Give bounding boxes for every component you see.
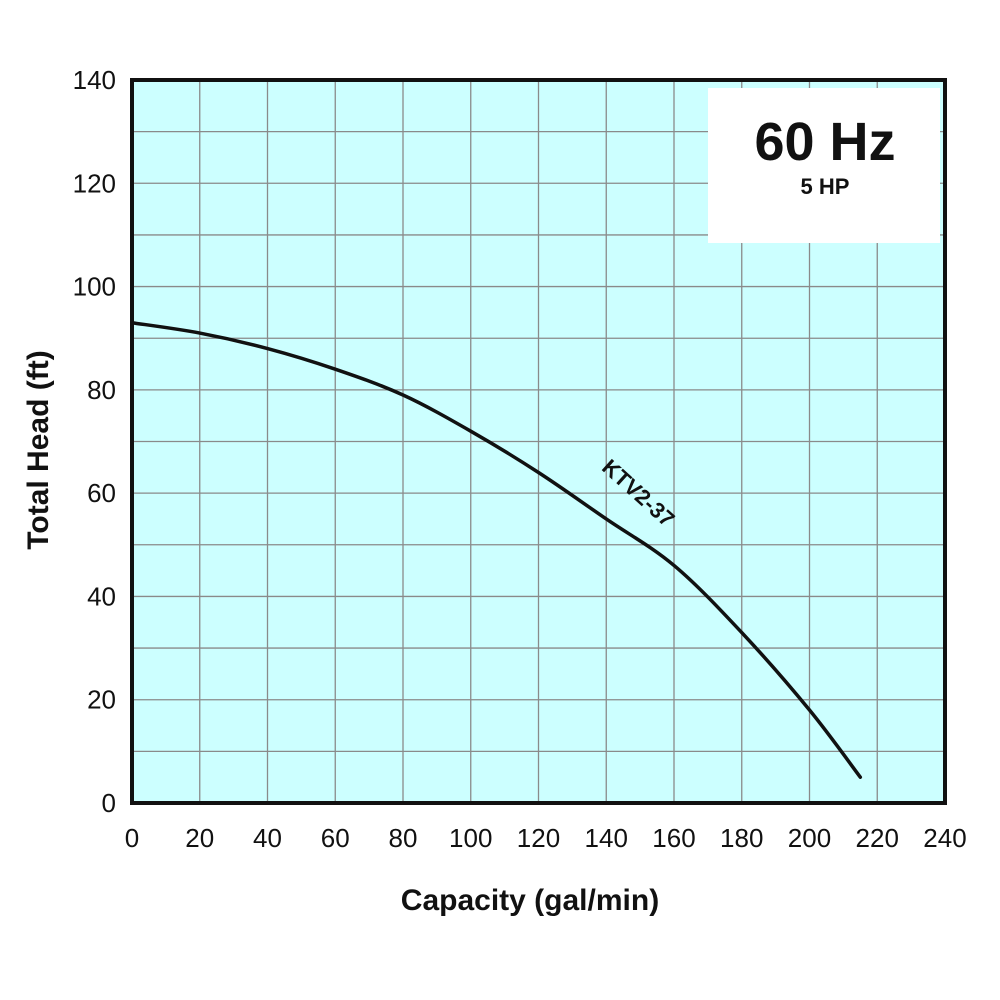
x-axis-ticks: 0 20 40 60 80 100 120 140 160 180 200 220 240	[125, 823, 967, 853]
x-tick-label: 140	[585, 823, 628, 853]
y-tick-label: 80	[87, 375, 116, 405]
series-line-ktv2-37	[130, 320, 863, 779]
chart-subtitle: 5 HP	[801, 174, 850, 199]
y-tick-label: 120	[73, 168, 116, 198]
y-tick-label: 100	[73, 272, 116, 302]
x-tick-label: 20	[185, 823, 214, 853]
y-tick-label: 0	[102, 788, 116, 818]
x-axis-title: Capacity (gal/min)	[401, 884, 659, 917]
y-tick-label: 20	[87, 685, 116, 715]
x-tick-label: 100	[449, 823, 492, 853]
x-tick-label: 160	[652, 823, 695, 853]
y-tick-label: 60	[87, 478, 116, 508]
y-axis-title: Total Head (ft)	[22, 350, 55, 549]
plot-frame	[130, 78, 947, 805]
y-tick-label: 40	[87, 581, 116, 611]
x-tick-label: 80	[389, 823, 418, 853]
x-tick-label: 120	[517, 823, 560, 853]
y-axis-ticks: 0 20 40 60 80 100 120 140	[73, 65, 116, 818]
x-tick-label: 200	[788, 823, 831, 853]
x-tick-label: 240	[923, 823, 966, 853]
x-tick-label: 180	[720, 823, 763, 853]
x-tick-label: 0	[125, 823, 139, 853]
chart-title: 60 Hz	[754, 112, 895, 172]
title-box	[708, 88, 940, 243]
x-tick-label: 60	[321, 823, 350, 853]
y-tick-label: 140	[73, 65, 116, 95]
x-tick-label: 220	[856, 823, 899, 853]
x-tick-label: 40	[253, 823, 282, 853]
